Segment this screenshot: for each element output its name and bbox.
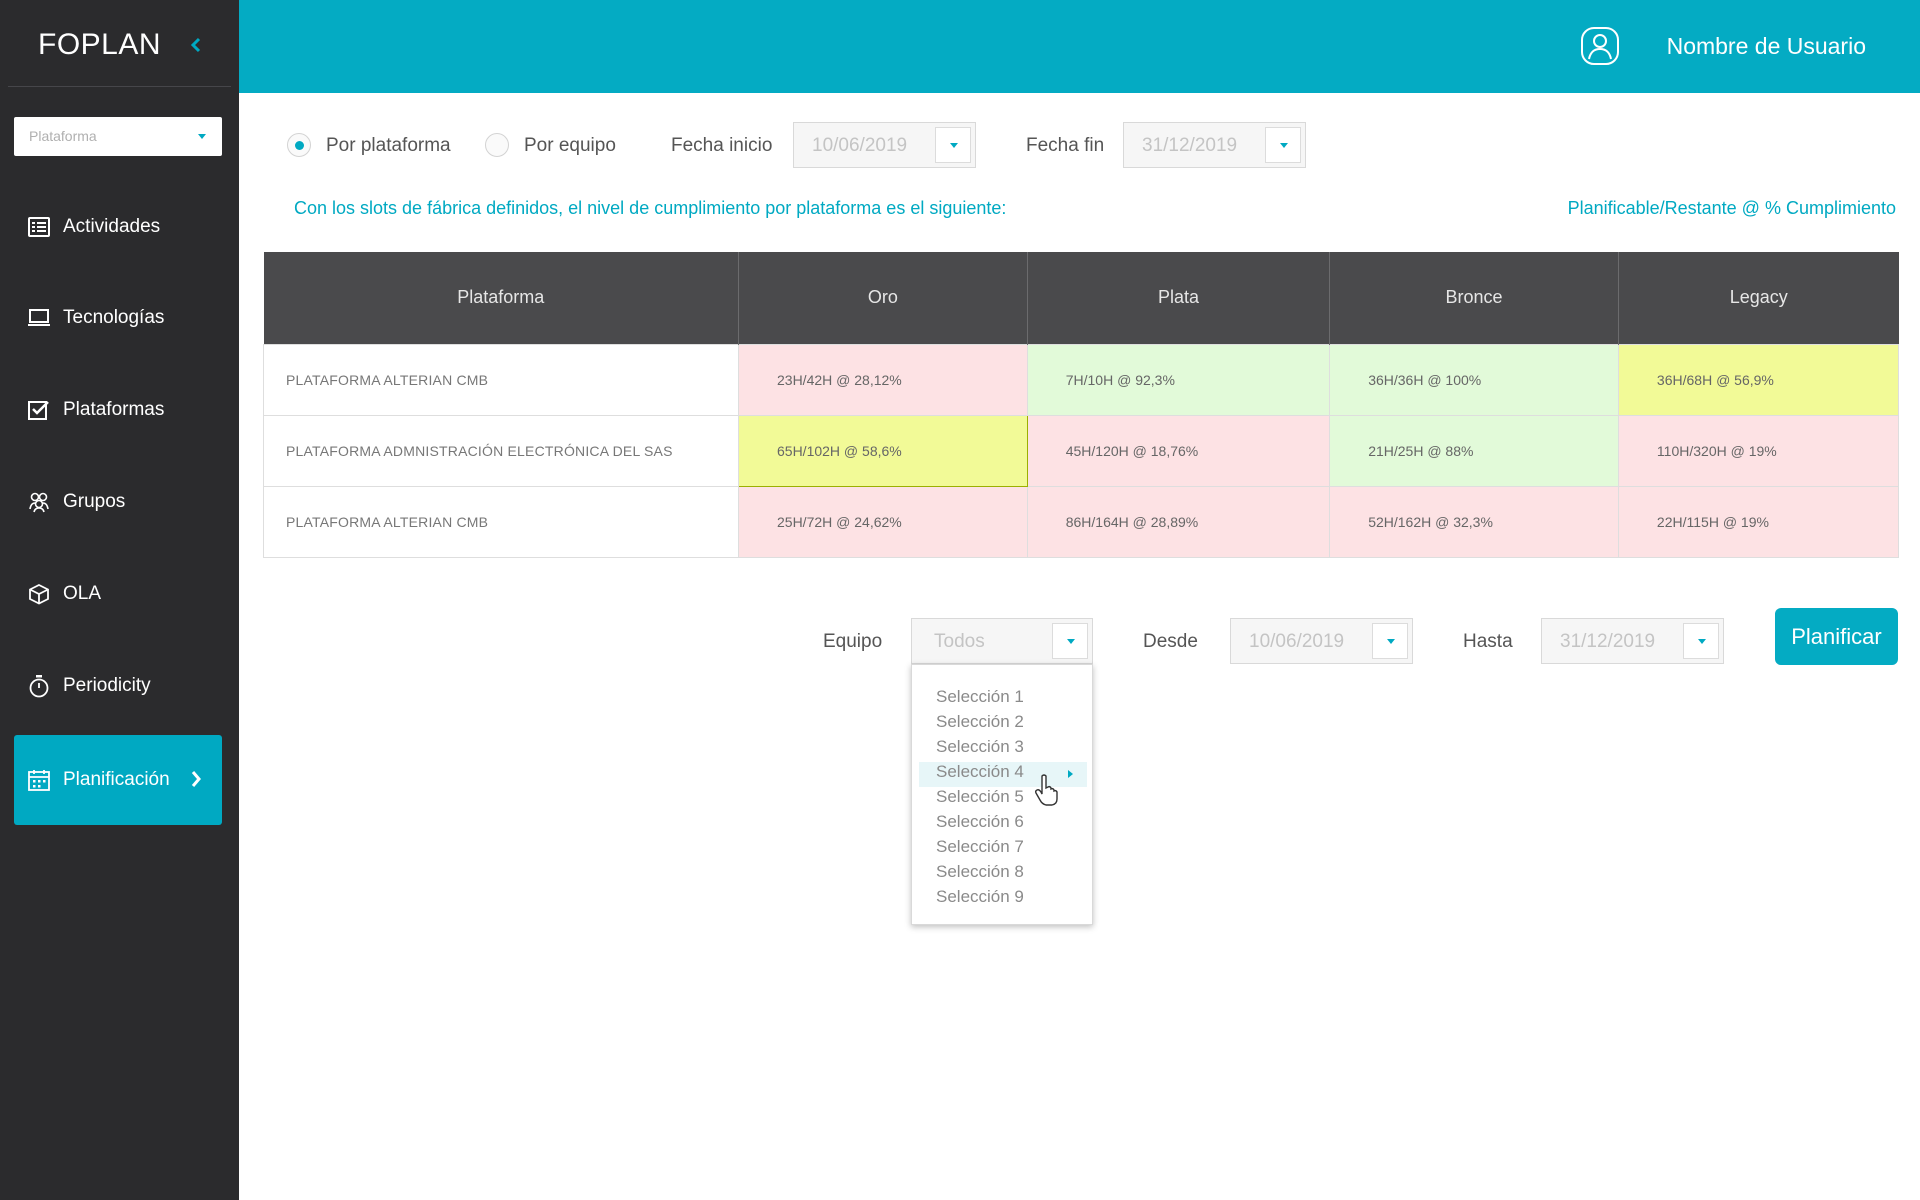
- fecha-fin-picker[interactable]: 31/12/2019: [1123, 122, 1306, 168]
- user-avatar-icon[interactable]: [1580, 26, 1620, 66]
- legend-label: Planificable/Restante @ % Cumplimiento: [1567, 198, 1896, 218]
- dropdown-option[interactable]: Selección 6: [936, 812, 1024, 831]
- platform-name: PLATAFORMA ALTERIAN CMB: [263, 485, 739, 558]
- chevron-down-icon[interactable]: [1683, 623, 1719, 659]
- sidebar-item-grupos[interactable]: Grupos: [14, 457, 222, 547]
- sidebar-item-label: OLA: [63, 583, 102, 604]
- radio-por-plataforma[interactable]: [287, 133, 311, 157]
- platform-name: PLATAFORMA ADMNISTRACIÓN ELECTRÓNICA DEL…: [263, 414, 739, 487]
- dropdown-option[interactable]: Selección 5: [936, 787, 1024, 806]
- fecha-inicio-picker[interactable]: 10/06/2019: [793, 122, 976, 168]
- dropdown-option[interactable]: Selección 2: [936, 712, 1024, 731]
- compliance-table: Plataforma Oro Plata Bronce Legacy PLATA…: [263, 252, 1900, 558]
- sidebar-item-label: Actividades: [63, 216, 161, 237]
- dropdown-option[interactable]: Selección 7: [936, 837, 1024, 856]
- sidebar-item-label: Plataformas: [63, 399, 165, 420]
- table-cell[interactable]: 65H/102H @ 58,6%: [738, 414, 1028, 487]
- column-header: Plataforma: [263, 252, 739, 344]
- collapse-sidebar-chevron-icon[interactable]: [185, 30, 205, 60]
- dropdown-option[interactable]: Selección 8: [936, 862, 1024, 881]
- chevron-down-icon[interactable]: [1372, 623, 1408, 659]
- table-cell[interactable]: 36H/36H @ 100%: [1329, 343, 1619, 416]
- chevron-down-icon: [198, 134, 206, 139]
- desde-value: 10/06/2019: [1249, 631, 1345, 652]
- top-header: Nombre de Usuario: [239, 0, 1920, 93]
- sidebar-item-ola[interactable]: OLA: [14, 549, 222, 639]
- chevron-right-icon: [190, 769, 202, 795]
- column-header: Plata: [1026, 252, 1330, 344]
- equipo-label: Equipo: [823, 631, 883, 652]
- list-icon: [27, 215, 51, 239]
- hand-pointer-icon: [1033, 773, 1061, 812]
- chevron-down-icon[interactable]: [1265, 127, 1301, 163]
- checkbox-icon: [27, 398, 51, 422]
- desde-picker[interactable]: 10/06/2019: [1230, 618, 1413, 664]
- table-cell[interactable]: 45H/120H @ 18,76%: [1026, 414, 1331, 487]
- hasta-picker[interactable]: 31/12/2019: [1541, 618, 1724, 664]
- table-cell[interactable]: 52H/162H @ 32,3%: [1329, 485, 1619, 558]
- sidebar-item-tecnologias[interactable]: Tecnologías: [14, 273, 222, 363]
- fecha-inicio-label: Fecha inicio: [671, 135, 773, 156]
- sidebar-item-planificacion[interactable]: Planificación: [14, 735, 222, 825]
- table-cell[interactable]: 25H/72H @ 24,62%: [738, 485, 1028, 558]
- platform-select-value: Plataforma: [29, 128, 97, 144]
- submenu-arrow-icon: [1068, 770, 1073, 778]
- table-cell[interactable]: 22H/115H @ 19%: [1617, 485, 1900, 558]
- table-row: PLATAFORMA ALTERIAN CMB 25H/72H @ 24,62%…: [263, 485, 1900, 558]
- sidebar: FOPLAN Plataforma Actividades Tecnología…: [0, 0, 239, 1200]
- table-cell[interactable]: 110H/320H @ 19%: [1617, 414, 1900, 487]
- sidebar-item-label: Tecnologías: [63, 307, 165, 328]
- sidebar-item-label: Periodicity: [63, 675, 151, 696]
- equipo-select[interactable]: Todos: [911, 618, 1093, 664]
- table-row: PLATAFORMA ADMNISTRACIÓN ELECTRÓNICA DEL…: [263, 414, 1900, 487]
- user-name[interactable]: Nombre de Usuario: [1666, 33, 1866, 59]
- sidebar-item-periodicity[interactable]: Periodicity: [14, 641, 222, 731]
- table-cell[interactable]: 7H/10H @ 92,3%: [1026, 343, 1331, 416]
- table-cell[interactable]: 23H/42H @ 28,12%: [738, 343, 1028, 416]
- table-row: PLATAFORMA ALTERIAN CMB 23H/42H @ 28,12%…: [263, 343, 1900, 416]
- hasta-value: 31/12/2019: [1560, 631, 1656, 652]
- platform-select[interactable]: Plataforma: [14, 117, 222, 156]
- fecha-fin-label: Fecha fin: [1026, 135, 1105, 156]
- sidebar-item-label: Grupos: [63, 491, 126, 512]
- column-header: Legacy: [1617, 252, 1899, 344]
- platform-name: PLATAFORMA ALTERIAN CMB: [263, 343, 739, 416]
- table-cell[interactable]: 86H/164H @ 28,89%: [1026, 485, 1331, 558]
- group-icon: [27, 490, 51, 514]
- dropdown-option[interactable]: Selección 3: [936, 737, 1024, 756]
- chevron-down-icon[interactable]: [1052, 623, 1088, 659]
- planificar-button[interactable]: Planificar: [1775, 608, 1898, 665]
- info-message: Con los slots de fábrica definidos, el n…: [294, 198, 1007, 218]
- dropdown-option[interactable]: Selección 1: [936, 687, 1024, 706]
- chevron-down-icon[interactable]: [935, 127, 971, 163]
- fecha-inicio-value: 10/06/2019: [812, 135, 908, 156]
- sidebar-item-label: Planificación: [63, 769, 170, 790]
- hasta-label: Hasta: [1463, 631, 1513, 652]
- table-header-row: Plataforma Oro Plata Bronce Legacy: [263, 252, 1899, 344]
- sidebar-item-actividades[interactable]: Actividades: [14, 182, 222, 272]
- radio-por-equipo[interactable]: [485, 133, 509, 157]
- sidebar-item-plataformas[interactable]: Plataformas: [14, 365, 222, 455]
- sidebar-divider: [8, 86, 231, 87]
- dropdown-highlight: [919, 762, 1087, 787]
- column-header: Oro: [738, 252, 1028, 344]
- table-cell[interactable]: 21H/25H @ 88%: [1329, 414, 1619, 487]
- equipo-dropdown-list: Selección 1 Selección 2 Selección 3 Sele…: [911, 664, 1093, 925]
- fecha-fin-value: 31/12/2019: [1142, 135, 1238, 156]
- app-title: FOPLAN: [38, 28, 162, 61]
- equipo-value: Todos: [934, 631, 985, 652]
- radio-por-equipo-label[interactable]: Por equipo: [524, 135, 616, 156]
- dropdown-option[interactable]: Selección 9: [936, 887, 1024, 906]
- column-header: Bronce: [1329, 252, 1619, 344]
- dropdown-option[interactable]: Selección 4: [936, 762, 1024, 781]
- table-cell[interactable]: 36H/68H @ 56,9%: [1617, 343, 1900, 416]
- radio-por-plataforma-label[interactable]: Por plataforma: [326, 135, 451, 156]
- stopwatch-icon: [27, 674, 51, 698]
- calendar-icon: [27, 768, 51, 792]
- laptop-icon: [27, 306, 51, 330]
- cube-icon: [27, 582, 51, 606]
- desde-label: Desde: [1143, 631, 1198, 652]
